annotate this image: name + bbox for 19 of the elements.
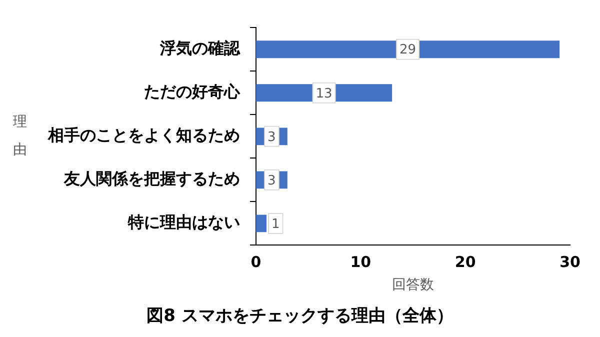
y-axis-title: 理由: [13, 114, 27, 158]
bar: [256, 40, 560, 58]
x-tick-label: 20: [454, 253, 476, 272]
y-tick-label: ただの好奇心: [144, 82, 241, 102]
y-tick-label: 友人関係を把握するため: [63, 169, 240, 188]
y-tick-label: 相手のことをよく知るため: [47, 126, 240, 145]
x-axis-title: 回答数: [392, 277, 434, 294]
x-tick-label: 30: [560, 253, 580, 272]
text: 図8 スマホをチェックする理由（全体）: [146, 305, 454, 327]
x-tick-label: 10: [350, 253, 372, 272]
data-label: 1: [271, 216, 280, 232]
y-tick-label: 特に理由はない: [127, 212, 240, 232]
x-tick-label: 0: [250, 253, 262, 272]
data-label: 3: [268, 130, 276, 145]
data-label: 13: [316, 86, 332, 102]
data-label: 3: [268, 173, 276, 188]
y-tick-label: 浮気の確認: [159, 38, 241, 58]
data-label: 29: [399, 42, 416, 58]
bar: [256, 214, 266, 232]
